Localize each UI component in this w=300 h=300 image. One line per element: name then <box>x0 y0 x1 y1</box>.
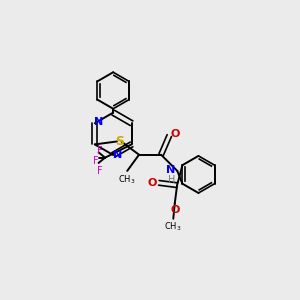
Text: F: F <box>97 166 103 176</box>
Text: CH$_3$: CH$_3$ <box>164 220 182 233</box>
Text: N: N <box>94 117 103 127</box>
Text: O: O <box>170 205 179 215</box>
Text: N: N <box>166 165 175 175</box>
Text: S: S <box>115 135 124 148</box>
Text: F: F <box>97 146 103 156</box>
Text: O: O <box>147 178 157 188</box>
Text: O: O <box>171 129 180 139</box>
Text: H: H <box>168 175 175 185</box>
Text: N: N <box>113 150 122 160</box>
Text: CH$_3$: CH$_3$ <box>118 173 135 186</box>
Text: F: F <box>93 156 99 166</box>
